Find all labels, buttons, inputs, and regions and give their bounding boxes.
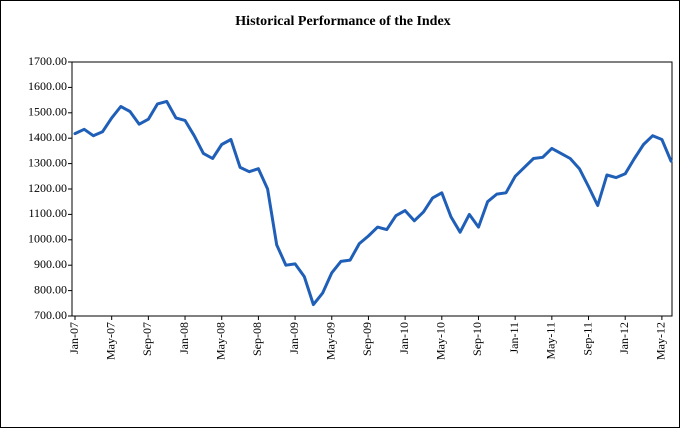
- x-tick-label: Jan-07: [67, 322, 81, 354]
- x-tick-label: May-10: [434, 322, 448, 360]
- y-tick-label: 1400.00: [28, 130, 67, 144]
- x-tick-label: Sep-09: [360, 322, 374, 356]
- x-tick-label: May-11: [544, 322, 558, 360]
- plot-area: [71, 61, 673, 317]
- y-tick-label: 900.00: [34, 257, 67, 271]
- x-tick-label: Jan-08: [177, 322, 191, 354]
- x-tick-label: Sep-08: [250, 322, 264, 356]
- y-tick-label: 1300.00: [28, 155, 67, 169]
- x-tick-label: Jan-10: [397, 322, 411, 354]
- x-tick-label: Jan-12: [617, 322, 631, 354]
- y-tick-label: 1700.00: [28, 54, 67, 68]
- x-tick-label: Jan-09: [287, 322, 301, 354]
- chart-title: Historical Performance of the Index: [235, 14, 450, 29]
- line-series: [73, 99, 673, 307]
- y-tick-label: 800.00: [34, 282, 67, 296]
- y-tick-label: 1100.00: [28, 206, 67, 220]
- y-tick-label: 1600.00: [28, 79, 67, 93]
- x-tick-label: May-07: [103, 322, 117, 360]
- x-tick-label: May-12: [654, 322, 668, 360]
- x-tick-label: Jan-11: [507, 322, 521, 354]
- y-tick-label: 1200.00: [28, 181, 67, 195]
- x-tick-label: May-09: [324, 322, 338, 360]
- y-tick-label: 700.00: [34, 308, 67, 322]
- x-tick-label: Sep-11: [580, 322, 594, 356]
- x-tick-label: Sep-10: [470, 322, 484, 356]
- y-tick-label: 1500.00: [28, 105, 67, 119]
- x-tick-label: May-08: [213, 322, 227, 360]
- x-tick-label: Sep-07: [140, 322, 154, 356]
- y-tick-label: 1000.00: [28, 232, 67, 246]
